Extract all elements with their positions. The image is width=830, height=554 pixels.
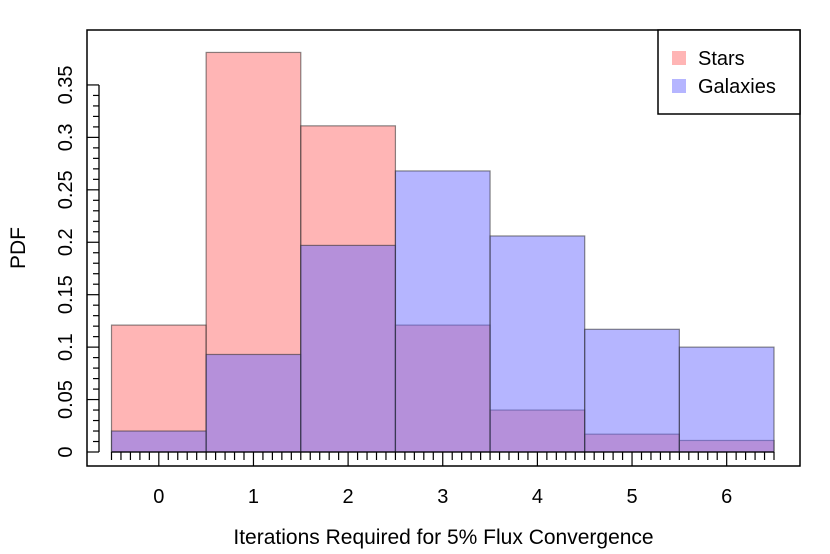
bar-galaxies-0: [110, 430, 207, 453]
y-tick-label: 0.1: [55, 333, 77, 361]
y-tick-label: 0: [55, 446, 77, 457]
x-tick-label: 6: [721, 486, 732, 508]
x-tick-label: 5: [626, 486, 637, 508]
bar-galaxies-2: [300, 244, 397, 453]
legend-swatch-stars: [672, 51, 686, 65]
bar-galaxies-4: [489, 235, 586, 453]
bar-galaxies-5: [584, 328, 680, 453]
x-tick-label: 0: [153, 486, 164, 508]
x-tick-label: 4: [532, 486, 543, 508]
bar-galaxies-6: [678, 346, 775, 453]
y-tick-label: 0.05: [55, 380, 77, 419]
bar-galaxies-1: [205, 353, 302, 453]
bar-galaxies-3: [394, 170, 491, 453]
y-tick-label: 0.2: [55, 228, 77, 256]
legend-label-stars: Stars: [698, 48, 745, 70]
y-axis: 0 0.05 0.1 0.15 0.2 0.25 0.3 0.35: [55, 65, 100, 458]
y-axis-title: PDF: [7, 227, 30, 269]
y-tick-label: 0.3: [55, 123, 77, 151]
y-tick-label: 0.35: [55, 65, 77, 104]
x-axis-title: Iterations Required for 5% Flux Converge…: [233, 526, 653, 549]
bars-layer: [110, 51, 775, 453]
legend-swatch-galaxies: [672, 79, 686, 93]
x-tick-label: 2: [343, 486, 354, 508]
legend-label-galaxies: Galaxies: [698, 76, 776, 98]
legend-box: [657, 29, 801, 115]
plot-frame: [86, 29, 801, 467]
x-tick-label: 3: [437, 486, 448, 508]
x-tick-label: 1: [248, 486, 259, 508]
legend: Stars Galaxies: [657, 29, 801, 115]
y-tick-label: 0.25: [55, 170, 77, 209]
series-galaxies: [110, 170, 775, 453]
y-tick-label: 0.15: [55, 275, 77, 314]
x-axis: 0 1 2 3 4 5 6: [110, 451, 775, 508]
